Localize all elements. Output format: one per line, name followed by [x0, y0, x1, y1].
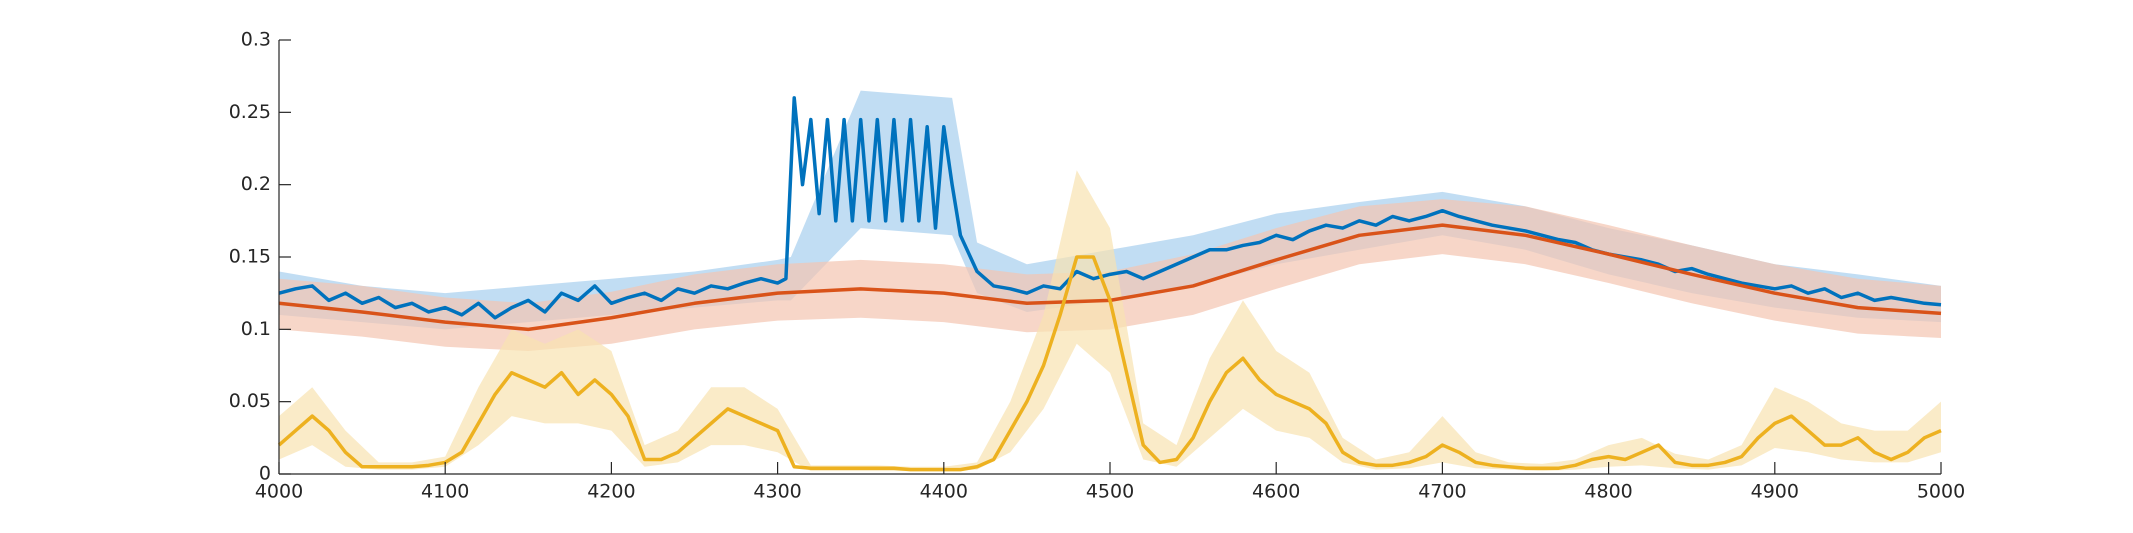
x-tick-label: 4200 — [587, 481, 635, 503]
x-tick-label: 4000 — [255, 481, 303, 503]
x-tick-label: 4100 — [421, 481, 469, 503]
x-tick-label: 4900 — [1751, 481, 1799, 503]
y-tick-label: 0.15 — [229, 246, 271, 268]
y-tick-label: 0.25 — [229, 101, 271, 123]
x-tick-label: 4600 — [1252, 481, 1300, 503]
y-tick-label: 0.2 — [241, 173, 271, 195]
y-tick-label: 0.3 — [241, 29, 271, 51]
x-tick-label: 4700 — [1418, 481, 1466, 503]
series-line — [277, 255, 1942, 472]
y-tick-label: 0 — [259, 463, 271, 485]
x-tick-label: 4400 — [920, 481, 968, 503]
y-tick-label: 0.05 — [229, 390, 271, 412]
confidence-band — [279, 170, 1941, 472]
y-tick-label: 0.1 — [241, 318, 271, 340]
x-tick-label: 4800 — [1584, 481, 1632, 503]
x-tick-label: 4300 — [753, 481, 801, 503]
x-tick-label: 4500 — [1086, 481, 1134, 503]
x-tick-label: 5000 — [1917, 481, 1965, 503]
